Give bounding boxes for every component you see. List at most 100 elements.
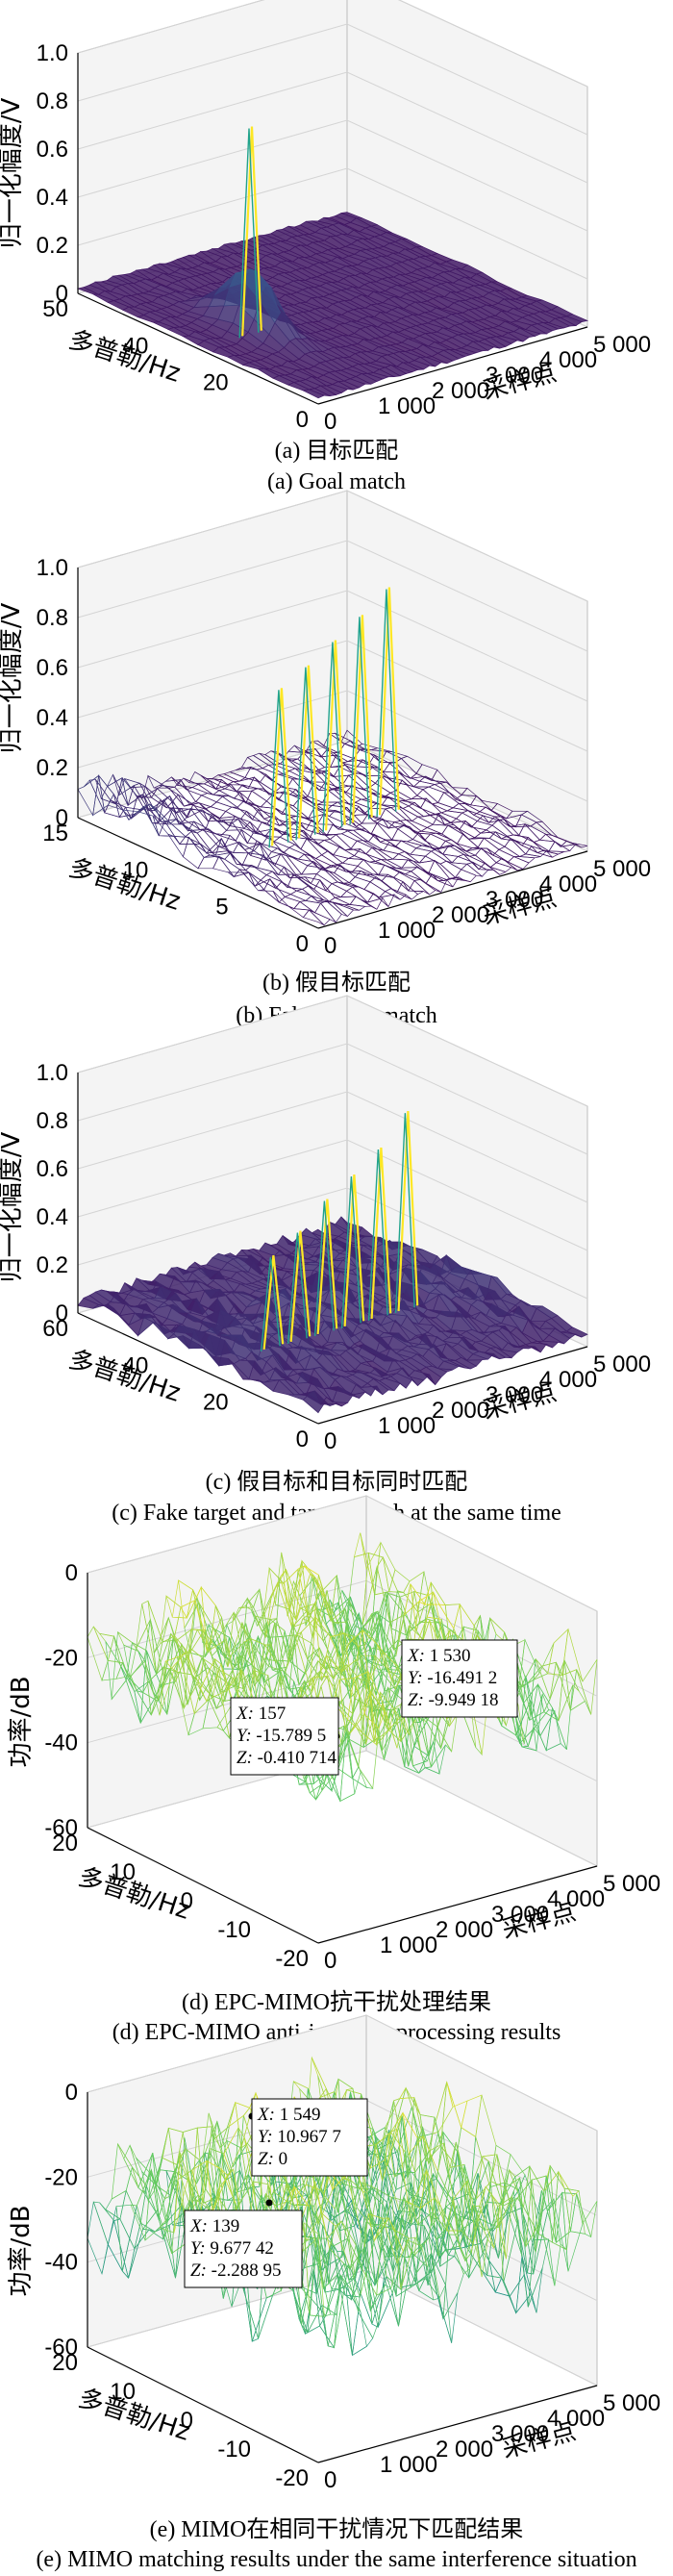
caption-c-cn: (c) 假目标和目标同时匹配	[205, 1470, 468, 1495]
surface-cell	[377, 848, 400, 860]
x-tick-label: 5 000	[603, 1871, 661, 1897]
surface-mesh	[76, 212, 589, 399]
peak-mark	[379, 587, 400, 816]
z-gridline	[77, 71, 588, 184]
z-axis-label: 归一化幅度/V	[0, 603, 26, 754]
datatip-text: Z: -0.410 714	[237, 1748, 336, 1768]
z-tick-label: 0.6	[37, 655, 68, 681]
x-axis-line	[317, 2385, 598, 2463]
x-tick-label: 3 000	[486, 363, 543, 389]
z-tick-label: -20	[44, 2164, 78, 2190]
y-tick-label: 0	[296, 931, 309, 957]
surface-cell	[456, 833, 480, 848]
x-tick-label: 2 000	[432, 902, 489, 928]
datatip-box	[230, 1697, 339, 1776]
x-tick-label: 4 000	[539, 1367, 597, 1393]
peak-mark	[397, 1111, 419, 1311]
y-tick-label: 10	[110, 2379, 136, 2405]
y-axis-line	[77, 292, 319, 405]
y-tick-label: 40	[123, 333, 149, 359]
surface-cell	[300, 838, 323, 860]
x-tick-label: 5 000	[593, 1351, 651, 1377]
surface-cell	[480, 829, 502, 840]
surface-cell	[495, 857, 518, 871]
surface-cell	[281, 881, 303, 892]
surface-cell	[314, 854, 338, 867]
z-gridline	[77, 690, 588, 802]
peak-mark-shade	[268, 690, 289, 848]
surface-cell	[404, 851, 427, 864]
x-axis-line	[317, 1346, 588, 1425]
surface-cell	[246, 832, 269, 845]
surface-cell	[498, 846, 521, 857]
caption-e-cn: (e) MIMO在相同干扰情况下匹配结果	[149, 2517, 524, 2542]
surface-cell	[351, 1766, 374, 1789]
z-tick-label: 0.6	[37, 137, 68, 163]
surface-cell	[251, 2294, 274, 2342]
surface-cell	[399, 820, 422, 834]
y-tick-label: 5	[215, 895, 228, 921]
surface-cell	[391, 828, 414, 843]
y-tick-label: 40	[123, 1352, 149, 1378]
surface-cell	[190, 830, 213, 854]
surface-cell	[233, 792, 256, 805]
y-tick-label: 15	[42, 821, 68, 846]
z-tick-label: 0.8	[37, 1108, 68, 1134]
z-tick-label: 0.6	[37, 1156, 68, 1182]
x-tick-label: 0	[324, 1948, 336, 1974]
y-tick-label: 0	[296, 1427, 309, 1452]
surface-cell	[165, 801, 188, 819]
x-tick-label: 4 000	[547, 2406, 605, 2432]
surface-cell	[301, 865, 324, 875]
peak-mark	[370, 1148, 392, 1319]
surface-cell	[269, 878, 292, 897]
x-tick-label: 3 000	[491, 2421, 549, 2447]
y-axis-line	[87, 1827, 319, 1944]
surface-cell	[500, 835, 523, 846]
surface-cell	[411, 832, 435, 850]
y-tick-label: 60	[42, 1316, 68, 1342]
caption-a-cn: (a) 目标匹配	[274, 439, 399, 464]
z-gridline	[87, 1495, 598, 1612]
surface-cell	[346, 829, 369, 843]
surface-cell	[379, 808, 402, 823]
x-tick-label: 1 000	[380, 2452, 437, 2478]
surface-cell	[212, 855, 235, 877]
z-gridline	[77, 740, 588, 852]
z-gridline	[77, 590, 588, 702]
z-tick-label: 0.2	[37, 755, 68, 781]
x-tick-label: 5 000	[593, 332, 651, 358]
surface-cell	[416, 789, 439, 805]
y-tick-label: 0	[181, 2408, 193, 2434]
peak-mark	[352, 615, 373, 823]
y-tick-label: 0	[296, 407, 309, 433]
surface-cell	[227, 781, 249, 790]
x-tick-label: 4 000	[547, 1886, 605, 1912]
z-tick-label: -40	[44, 1730, 78, 1756]
x-tick-label: 1 000	[380, 1932, 437, 1958]
peak-mark-shade	[313, 1200, 335, 1336]
y-tick-label: 10	[110, 1859, 136, 1885]
y-axis-line	[87, 2346, 319, 2463]
z-gridline	[77, 490, 588, 602]
surface-cell	[288, 844, 311, 856]
surface-cell	[202, 828, 225, 847]
x-tick-label: 3 000	[486, 887, 543, 913]
z-gridline	[77, 119, 588, 232]
surface-cell	[472, 862, 494, 871]
surface-cell	[434, 860, 457, 879]
y-tick-label: 20	[52, 1831, 78, 1856]
surface-cell	[272, 871, 294, 889]
caption-e-en: (e) MIMO matching results under the same…	[36, 2547, 637, 2572]
surface-cell	[484, 863, 507, 875]
z-tick-label: 0	[56, 805, 68, 831]
y-axis-line	[77, 1312, 319, 1425]
x-tick-label: 5 000	[593, 856, 651, 882]
z-tick-label: -60	[44, 1815, 78, 1841]
peak-mark-shade	[295, 667, 316, 841]
surface-cell	[369, 876, 392, 893]
